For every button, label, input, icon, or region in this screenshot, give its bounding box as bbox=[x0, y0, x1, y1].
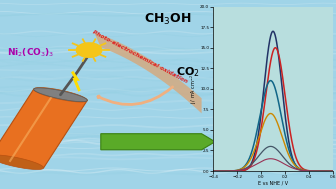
Polygon shape bbox=[34, 88, 87, 102]
FancyArrowPatch shape bbox=[98, 87, 173, 105]
Text: Ni$_2$(CO$_3$)$_3$: Ni$_2$(CO$_3$)$_3$ bbox=[7, 47, 54, 59]
Polygon shape bbox=[73, 73, 79, 90]
X-axis label: E vs NHE / V: E vs NHE / V bbox=[258, 181, 288, 186]
Circle shape bbox=[76, 43, 102, 57]
Polygon shape bbox=[0, 89, 87, 168]
Y-axis label: j / mA cm$^{-2}$: j / mA cm$^{-2}$ bbox=[188, 74, 199, 104]
Polygon shape bbox=[34, 88, 87, 102]
Polygon shape bbox=[0, 155, 44, 170]
Text: CO$_2$: CO$_2$ bbox=[176, 66, 200, 79]
Text: CH$_3$OH: CH$_3$OH bbox=[144, 12, 192, 27]
Text: Photo-electrochemical oxidation: Photo-electrochemical oxidation bbox=[91, 29, 188, 84]
Polygon shape bbox=[94, 32, 202, 113]
Polygon shape bbox=[101, 134, 215, 150]
